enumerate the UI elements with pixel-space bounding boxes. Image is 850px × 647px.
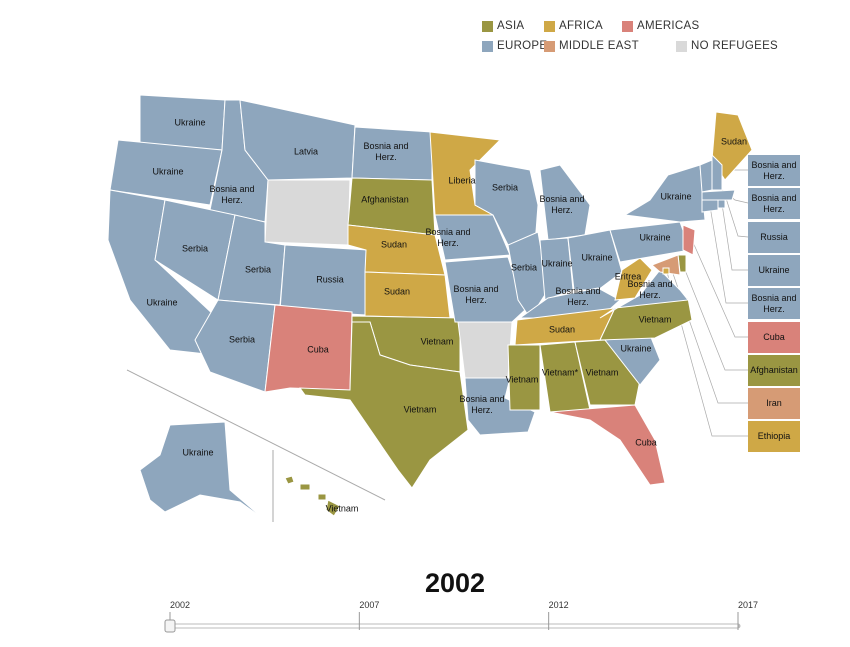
legend-swatch — [622, 21, 633, 32]
state — [239, 99, 356, 181]
state — [614, 257, 653, 301]
state — [298, 321, 469, 489]
state — [317, 493, 327, 501]
state-label-box: Afghanistan — [748, 354, 800, 386]
state — [284, 475, 295, 485]
legend-label: AMERICAS — [637, 20, 700, 32]
state-label-box: Bosnia and Herz. — [748, 188, 800, 220]
timeline-handle[interactable] — [164, 619, 176, 633]
state — [364, 271, 451, 319]
state — [662, 267, 670, 275]
legend-swatch — [482, 41, 493, 52]
timeline-tick-label: 2017 — [737, 600, 759, 610]
state — [444, 256, 526, 323]
state — [711, 111, 753, 181]
state — [682, 224, 696, 256]
state-label-box: Bosnia and Herz. — [748, 288, 800, 320]
state — [279, 244, 369, 316]
state-label-box: Bosnia and Herz. — [748, 155, 800, 186]
state — [699, 159, 713, 193]
state — [567, 229, 623, 291]
state-label-box: Ukraine — [748, 254, 800, 286]
timeline-tick-label: 2012 — [548, 600, 569, 610]
leader-lines — [666, 169, 749, 437]
legend-label: EUROPE — [497, 40, 548, 52]
state — [701, 189, 736, 201]
inset-divider — [126, 369, 386, 501]
state-label-box: Russia — [748, 221, 800, 253]
state — [599, 269, 689, 319]
state — [599, 297, 693, 341]
state — [299, 483, 311, 491]
state — [623, 164, 706, 223]
state — [701, 199, 719, 213]
state — [194, 299, 276, 393]
timeline-tick-label: 2002 — [169, 600, 191, 610]
state — [351, 126, 433, 181]
state — [139, 421, 266, 521]
legend-swatch — [544, 41, 555, 52]
state-label-box: Iran — [748, 388, 800, 420]
year-title: 2002 — [424, 568, 486, 598]
state — [539, 164, 591, 241]
legend-label: AFRICA — [559, 20, 603, 32]
legend-swatch — [676, 41, 687, 52]
state — [139, 94, 226, 151]
state — [507, 344, 541, 411]
state-label-box: Ethiopia — [748, 421, 800, 453]
legend-label: NO REFUGEES — [691, 40, 779, 52]
legend-swatch — [544, 21, 555, 32]
state — [717, 199, 726, 209]
legend-label: MIDDLE EAST — [559, 40, 639, 52]
state — [651, 254, 681, 276]
state — [549, 404, 666, 486]
state — [264, 304, 353, 393]
legend-swatch — [482, 21, 493, 32]
state — [539, 237, 574, 301]
state — [109, 139, 223, 206]
state — [325, 499, 341, 517]
timeline-tick-label: 2007 — [359, 600, 380, 610]
state-label-box: Cuba — [748, 321, 800, 353]
legend-label: ASIA — [497, 20, 525, 32]
state — [264, 179, 351, 246]
state — [457, 321, 513, 379]
